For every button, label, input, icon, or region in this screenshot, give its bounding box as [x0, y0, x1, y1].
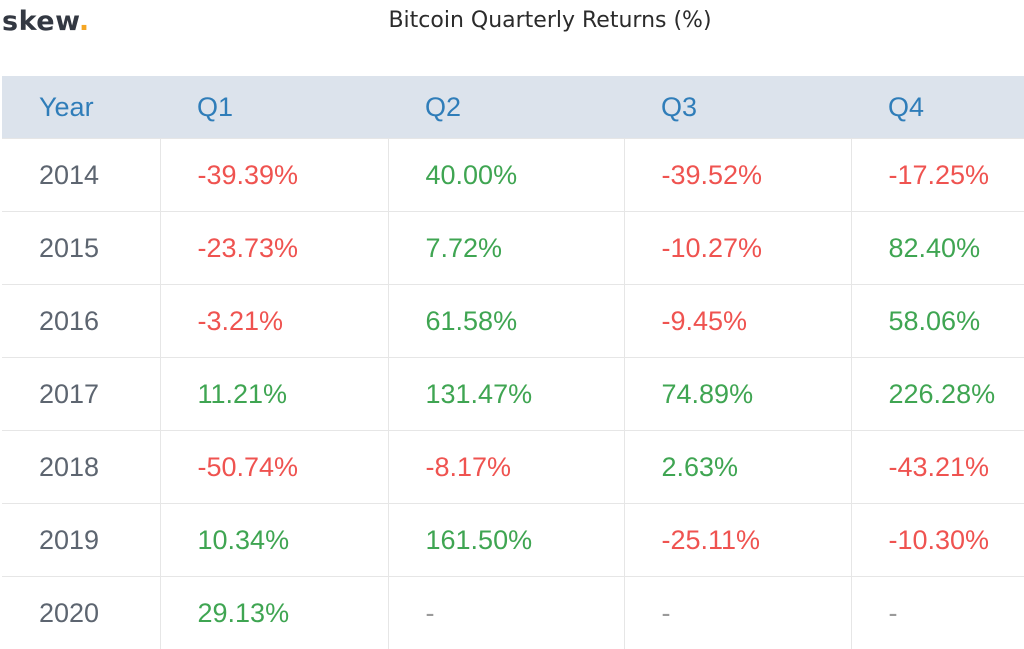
year-cell: 2014	[2, 139, 160, 212]
return-cell-q3: -39.52%	[624, 139, 851, 212]
column-header-q4: Q4	[851, 76, 1024, 139]
return-cell-q3: 74.89%	[624, 358, 851, 431]
return-cell-q1: 29.13%	[160, 577, 388, 649]
return-cell-q3: -9.45%	[624, 285, 851, 358]
return-cell-q4: 226.28%	[851, 358, 1024, 431]
return-cell-q4: -43.21%	[851, 431, 1024, 504]
year-cell: 2015	[2, 212, 160, 285]
table-row: 2015-23.73%7.72%-10.27%82.40%	[2, 212, 1024, 285]
column-header-year: Year	[2, 76, 160, 139]
return-cell-q3: -10.27%	[624, 212, 851, 285]
return-cell-q2: 40.00%	[388, 139, 624, 212]
column-header-q3: Q3	[624, 76, 851, 139]
column-header-q2: Q2	[388, 76, 624, 139]
return-cell-q3: -	[624, 577, 851, 649]
return-cell-q4: -	[851, 577, 1024, 649]
return-cell-q4: -17.25%	[851, 139, 1024, 212]
return-cell-q4: -10.30%	[851, 504, 1024, 577]
return-cell-q2: -8.17%	[388, 431, 624, 504]
return-cell-q2: -	[388, 577, 624, 649]
table-body: 2014-39.39%40.00%-39.52%-17.25%2015-23.7…	[2, 139, 1024, 649]
chart-title: Bitcoin Quarterly Returns (%)	[0, 8, 1024, 33]
return-cell-q2: 161.50%	[388, 504, 624, 577]
return-cell-q3: 2.63%	[624, 431, 851, 504]
return-cell-q1: -50.74%	[160, 431, 388, 504]
year-cell: 2019	[2, 504, 160, 577]
year-cell: 2018	[2, 431, 160, 504]
return-cell-q1: -3.21%	[160, 285, 388, 358]
return-cell-q2: 131.47%	[388, 358, 624, 431]
returns-table: Year Q1 Q2 Q3 Q4 2014-39.39%40.00%-39.52…	[2, 76, 1024, 649]
return-cell-q1: -23.73%	[160, 212, 388, 285]
column-header-q1: Q1	[160, 76, 388, 139]
return-cell-q1: -39.39%	[160, 139, 388, 212]
return-cell-q1: 11.21%	[160, 358, 388, 431]
table-row: 2018-50.74%-8.17%2.63%-43.21%	[2, 431, 1024, 504]
return-cell-q1: 10.34%	[160, 504, 388, 577]
return-cell-q3: -25.11%	[624, 504, 851, 577]
return-cell-q2: 7.72%	[388, 212, 624, 285]
table-row: 2016-3.21%61.58%-9.45%58.06%	[2, 285, 1024, 358]
year-cell: 2020	[2, 577, 160, 649]
return-cell-q2: 61.58%	[388, 285, 624, 358]
year-cell: 2016	[2, 285, 160, 358]
year-cell: 2017	[2, 358, 160, 431]
header-row: Year Q1 Q2 Q3 Q4	[2, 76, 1024, 139]
return-cell-q4: 58.06%	[851, 285, 1024, 358]
return-cell-q4: 82.40%	[851, 212, 1024, 285]
table-row: 2014-39.39%40.00%-39.52%-17.25%	[2, 139, 1024, 212]
